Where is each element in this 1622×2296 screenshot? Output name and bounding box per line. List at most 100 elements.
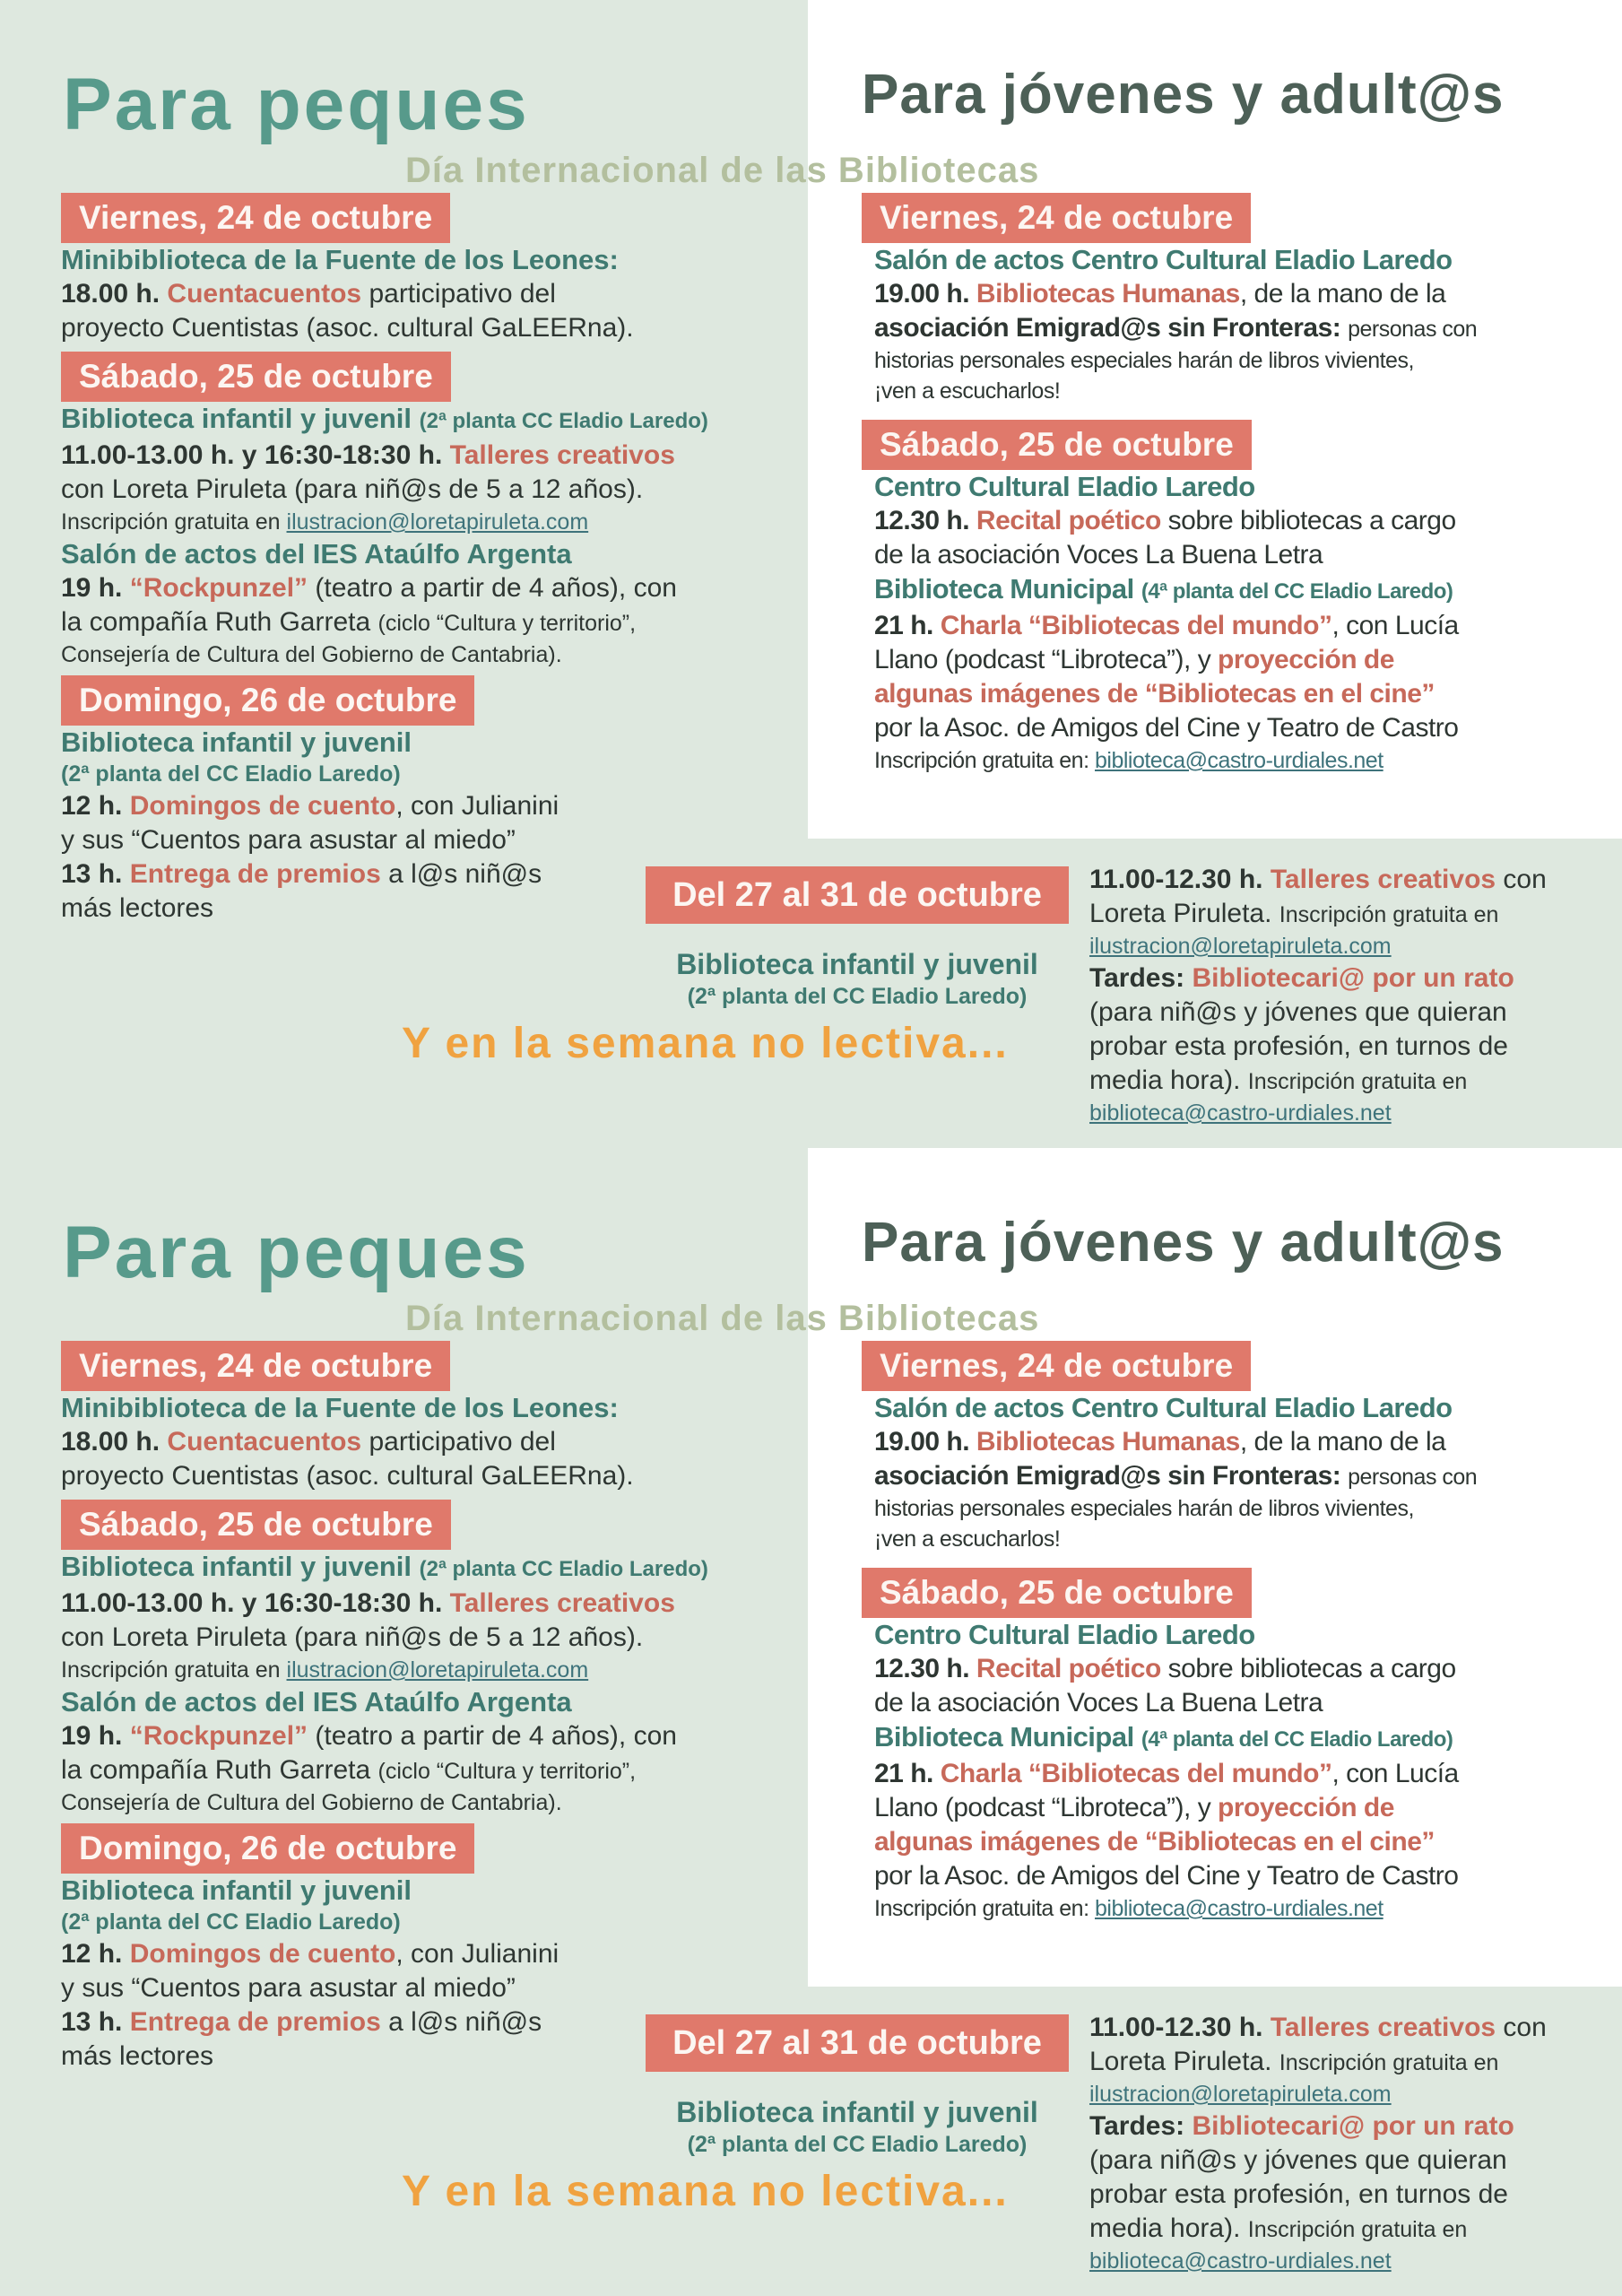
event-time: 19.00 h.: [874, 279, 976, 309]
event-name-proyeccion: proyección de: [1218, 1793, 1394, 1822]
event-text: Loreta Piruleta.: [1089, 2047, 1279, 2076]
inscription-line: Inscripción gratuita en ilustracion@lore…: [61, 507, 778, 537]
event-time: 18.00 h.: [61, 279, 168, 309]
event-name-talleres: Talleres creativos: [449, 440, 675, 470]
event-line: 11.00-13.00 h. y 16:30-18:30 h. Talleres…: [61, 1587, 778, 1621]
event-line: Llano (podcast “Libroteca”), y proyecció…: [874, 1791, 1588, 1825]
event-text: , con Lucía: [1331, 1759, 1459, 1788]
event-note: ¡ven a escucharlos!: [874, 378, 1061, 404]
event-time: 12.30 h.: [874, 506, 976, 535]
inscription-text: Inscripción gratuita en:: [874, 748, 1095, 773]
band-right-block: 11.00-12.30 h. Talleres creativos con Lo…: [1089, 2011, 1622, 2276]
left-title: Para peques: [63, 1212, 530, 1293]
event-time: 12.30 h.: [874, 1654, 976, 1683]
event-text: (teatro a partir de 4 años), con: [308, 573, 677, 603]
venue-biblioteca-municipal: Biblioteca Municipal (4ª planta del CC E…: [874, 1720, 1588, 1757]
venue-floor-note: (4ª planta del CC Eladio Laredo): [1141, 1727, 1453, 1752]
inscription-text: Inscripción gratuita en: [61, 509, 287, 535]
email-link-loreta[interactable]: ilustracion@loretapiruleta.com: [286, 1657, 589, 1683]
event-name-bibliotecari: Bibliotecari@ por un rato: [1192, 2111, 1514, 2141]
email-link-biblioteca[interactable]: biblioteca@castro-urdiales.net: [1094, 748, 1383, 773]
event-time: 19 h.: [61, 573, 130, 603]
venue-minibiblioteca: Minibiblioteca de la Fuente de los Leone…: [61, 1392, 619, 1423]
event-text: Llano (podcast “Libroteca”), y: [874, 645, 1219, 674]
left-date-header-domingo: Domingo, 26 de octubre: [61, 675, 475, 726]
left-column: Viernes, 24 de octubre Minibiblioteca de…: [61, 1341, 778, 2074]
event-line: por la Asoc. de Amigos del Cine y Teatro…: [874, 1861, 1459, 1891]
inscription-line: Inscripción gratuita en: biblioteca@cast…: [874, 1893, 1588, 1924]
venue-minibiblioteca: Minibiblioteca de la Fuente de los Leone…: [61, 244, 619, 275]
event-note: historias personales especiales harán de…: [874, 1496, 1414, 1521]
event-text: sobre bibliotecas a cargo: [1160, 506, 1457, 535]
event-time: 13 h.: [61, 859, 130, 889]
inscription-line: biblioteca@castro-urdiales.net: [1089, 1098, 1622, 1128]
email-link-loreta[interactable]: ilustracion@loretapiruleta.com: [286, 509, 589, 535]
left-date-header-domingo: Domingo, 26 de octubre: [61, 1823, 475, 1874]
event-line: 13 h. Entrega de premios a l@s niñ@s: [61, 2005, 778, 2039]
venue-name: Biblioteca Municipal: [874, 1721, 1141, 1752]
left-date-header-viernes: Viernes, 24 de octubre: [61, 1341, 451, 1391]
event-time: 11.00-13.00 h. y 16:30-18:30 h.: [61, 440, 450, 470]
event-line: 13 h. Entrega de premios a l@s niñ@s: [61, 857, 778, 891]
event-line: 19.00 h. Bibliotecas Humanas, de la mano…: [874, 1425, 1588, 1459]
email-link-biblioteca[interactable]: biblioteca@castro-urdiales.net: [1089, 1100, 1392, 1126]
venue-centro-cultural: Centro Cultural Eladio Laredo: [874, 471, 1255, 502]
event-text: , con Lucía: [1331, 611, 1459, 640]
event-line: 21 h. Charla “Bibliotecas del mundo”, co…: [874, 1757, 1588, 1791]
event-time: 13 h.: [61, 2007, 130, 2037]
event-text: a l@s niñ@s: [380, 2007, 542, 2037]
venue-floor-note: (2ª planta del CC Eladio Laredo): [61, 761, 401, 787]
event-text: (teatro a partir de 4 años), con: [308, 1721, 677, 1751]
venue-salon-centro-cultural: Salón de actos Centro Cultural Eladio La…: [874, 1392, 1453, 1423]
event-line: 19.00 h. Bibliotecas Humanas, de la mano…: [874, 277, 1588, 311]
left-date-header-sabado: Sábado, 25 de octubre: [61, 352, 451, 402]
right-date-header-viernes: Viernes, 24 de octubre: [862, 1341, 1252, 1391]
inscription-line: Inscripción gratuita en: biblioteca@cast…: [874, 745, 1588, 776]
event-note: ¡ven a escucharlos!: [874, 1526, 1061, 1552]
event-line: asociación Emigrad@s sin Fronteras: pers…: [874, 311, 1588, 345]
event-note: Consejería de Cultura del Gobierno de Ca…: [61, 1790, 562, 1815]
event-name-proyeccion-line2: algunas imágenes de “Bibliotecas en el c…: [874, 1827, 1435, 1857]
band-venue-floor-note: (2ª planta del CC Eladio Laredo): [687, 2132, 1028, 2157]
event-time: Tardes:: [1089, 2111, 1193, 2141]
email-link-loreta[interactable]: ilustracion@loretapiruleta.com: [1089, 2082, 1392, 2107]
event-line: Loreta Piruleta. Inscripción gratuita en: [1089, 2045, 1622, 2079]
event-name-bibliotecas-humanas: Bibliotecas Humanas: [976, 1427, 1240, 1457]
email-link-biblioteca[interactable]: biblioteca@castro-urdiales.net: [1089, 2248, 1392, 2274]
venue-name: Biblioteca Municipal: [874, 573, 1141, 604]
event-line: 19 h. “Rockpunzel” (teatro a partir de 4…: [61, 571, 778, 605]
event-name-recital-poetico: Recital poético: [976, 1654, 1161, 1683]
event-note: (ciclo “Cultura y territorio”,: [377, 611, 637, 636]
inscription-line: biblioteca@castro-urdiales.net: [1089, 2246, 1622, 2276]
event-name-rockpunzel: “Rockpunzel”: [129, 573, 308, 603]
event-text-bold: asociación Emigrad@s sin Fronteras:: [874, 313, 1349, 343]
event-name-charla: Charla “Bibliotecas del mundo”: [940, 611, 1332, 640]
non-school-week-note: Y en la semana no lectiva...: [402, 2168, 1009, 2215]
event-line: y sus “Cuentos para asustar al miedo”: [61, 1973, 516, 2003]
event-text: media hora).: [1089, 1065, 1248, 1095]
event-name-proyeccion-line2: algunas imágenes de “Bibliotecas en el c…: [874, 679, 1435, 709]
event-line: por la Asoc. de Amigos del Cine y Teatro…: [874, 713, 1459, 743]
inscription-text: Inscripción gratuita en: [61, 1657, 287, 1683]
event-name-rockpunzel: “Rockpunzel”: [129, 1721, 308, 1751]
event-time: 12 h.: [61, 791, 130, 821]
inscription-text: Inscripción gratuita en: [1247, 2217, 1468, 2242]
event-name-proyeccion: proyección de: [1218, 645, 1394, 674]
email-link-loreta[interactable]: ilustracion@loretapiruleta.com: [1089, 934, 1392, 959]
right-date-header-sabado: Sábado, 25 de octubre: [862, 1568, 1252, 1618]
venue-ies-ataulfo: Salón de actos del IES Ataúlfo Argenta: [61, 538, 572, 570]
event-line: la compañía Ruth Garreta (ciclo “Cultura…: [61, 605, 778, 639]
event-text: , de la mano de la: [1239, 1427, 1446, 1457]
event-time: 19.00 h.: [874, 1427, 976, 1457]
event-line: 11.00-13.00 h. y 16:30-18:30 h. Talleres…: [61, 439, 778, 473]
event-line: probar esta profesión, en turnos de: [1089, 1031, 1508, 1061]
event-text: la compañía Ruth Garreta: [61, 607, 378, 637]
left-title: Para peques: [63, 64, 530, 145]
email-link-biblioteca[interactable]: biblioteca@castro-urdiales.net: [1094, 1896, 1383, 1921]
venue-floor-note: (4ª planta del CC Eladio Laredo): [1141, 579, 1453, 604]
venue-biblioteca-infantil: Biblioteca infantil y juvenil: [61, 726, 412, 758]
event-subtitle: Día Internacional de las Bibliotecas: [405, 151, 1040, 190]
band-date-header-del27: Del 27 al 31 de octubre: [646, 866, 1069, 924]
event-time: 11.00-13.00 h. y 16:30-18:30 h.: [61, 1588, 450, 1618]
